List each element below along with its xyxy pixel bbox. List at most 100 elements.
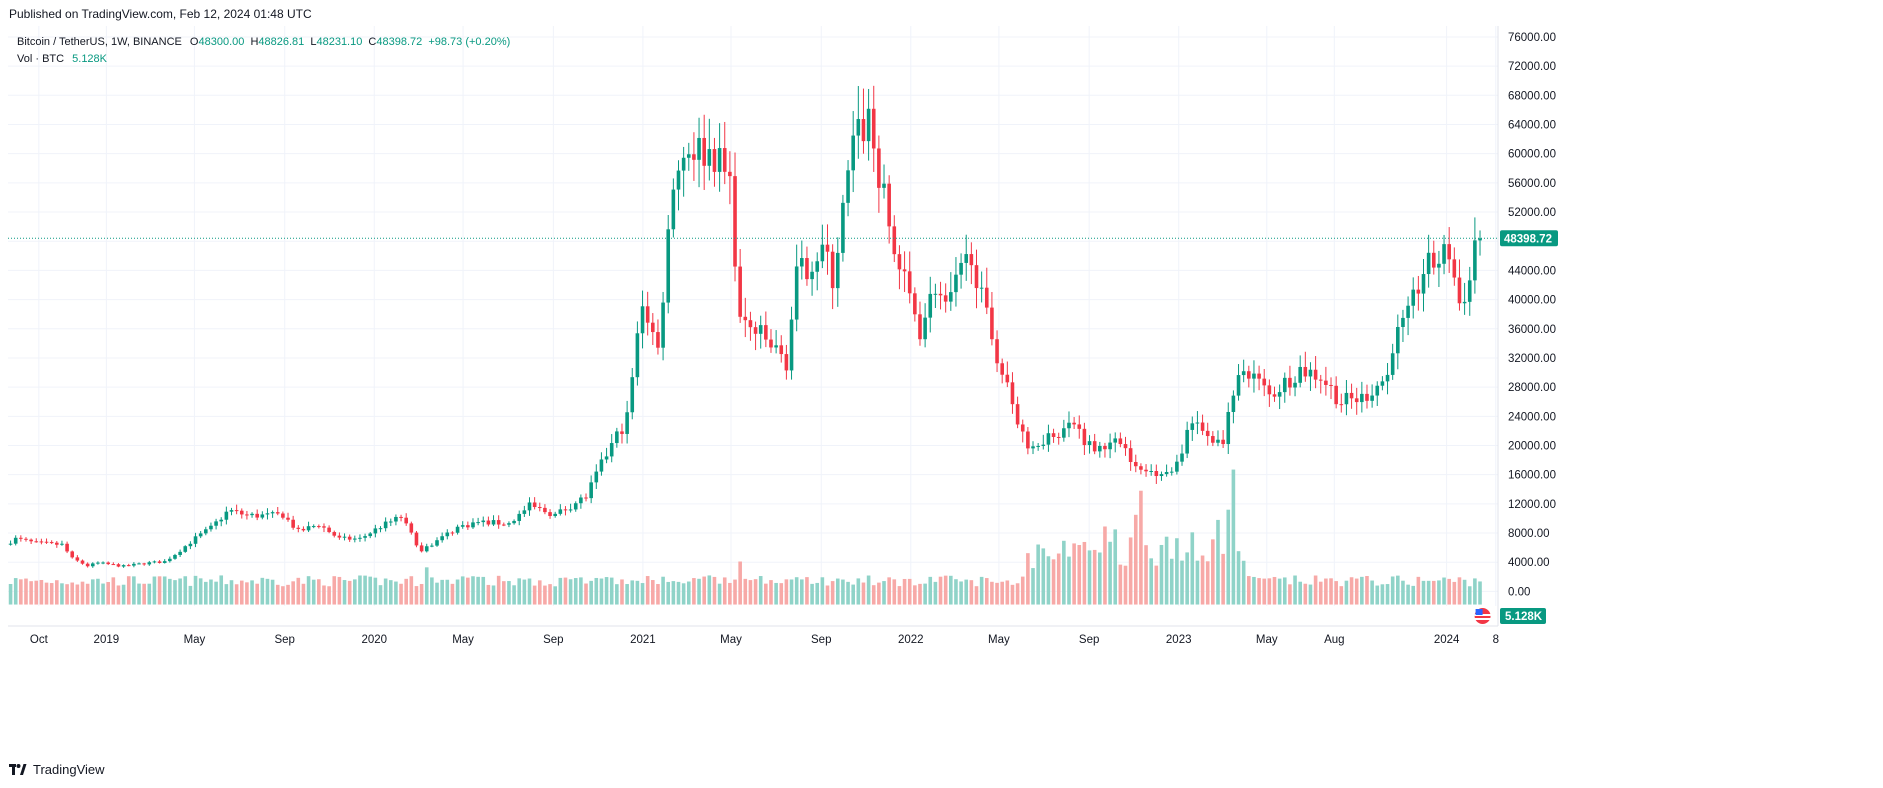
candle-body	[265, 513, 270, 515]
volume-bar	[825, 585, 830, 605]
time-tick-label: May	[184, 634, 206, 646]
volume-bar	[789, 579, 794, 605]
candle-body	[651, 322, 655, 333]
candle-body	[1272, 394, 1277, 397]
volume-bar	[363, 575, 367, 605]
candle-body	[507, 523, 511, 525]
candle-body	[55, 542, 59, 545]
volume-bar	[1020, 576, 1025, 605]
volume-bar	[1406, 584, 1410, 605]
volume-bar	[594, 577, 599, 605]
candle-body	[589, 482, 593, 499]
candle-body	[563, 509, 568, 511]
volume-bar	[995, 582, 999, 605]
volume-bar	[851, 584, 855, 605]
volume-bar	[450, 583, 455, 605]
volume-bar	[486, 584, 491, 605]
open-value: 48300.00	[198, 36, 245, 48]
candle-body	[1128, 448, 1133, 463]
candle-body	[101, 562, 105, 564]
volume-bar	[126, 576, 131, 605]
candle-body	[938, 293, 943, 296]
volume-bar	[239, 580, 244, 605]
volume-bar	[861, 582, 866, 605]
candle-body	[805, 258, 809, 280]
candle-body	[486, 520, 491, 525]
volume-bar	[527, 578, 532, 605]
volume-bar	[902, 578, 907, 605]
volume-bar	[224, 584, 229, 605]
volume-bar	[1360, 576, 1364, 605]
volume-bar	[1452, 581, 1457, 605]
volume-bar	[476, 576, 480, 605]
candle-body	[1416, 289, 1421, 294]
volume-bar	[373, 577, 378, 605]
volume-bar	[738, 561, 742, 605]
volume-bar	[959, 581, 963, 605]
volume-bar	[712, 576, 717, 605]
candle-body	[383, 521, 388, 529]
tradingview-brand[interactable]: TradingView	[9, 762, 105, 777]
volume-bar	[471, 576, 475, 605]
volume-bar	[1005, 580, 1010, 605]
candle-body	[573, 503, 578, 510]
candle-body	[1288, 377, 1292, 388]
volume-bar	[399, 583, 403, 605]
volume-bar	[301, 583, 306, 605]
volume-bar	[697, 578, 701, 605]
volume-bar	[553, 586, 557, 605]
candles	[8, 85, 1482, 568]
candle-body	[1318, 379, 1323, 381]
volume-bar	[984, 578, 989, 605]
volume-bar	[979, 576, 984, 605]
volume-bar	[1457, 577, 1462, 605]
volume-bar	[733, 579, 737, 605]
us-flag-stripe	[1474, 618, 1491, 620]
volume-bar	[1370, 580, 1374, 605]
candle-body	[835, 252, 840, 289]
volume-bar	[265, 578, 270, 605]
candle-body	[1200, 422, 1205, 431]
last-volume-label: 5.128K	[1505, 611, 1543, 623]
volume-bar	[1067, 556, 1071, 605]
volume-bar	[152, 576, 157, 605]
candle-body	[1426, 252, 1431, 275]
candle-body	[368, 533, 373, 537]
volume-bar	[882, 581, 886, 605]
candle-body	[1000, 363, 1004, 375]
candle-body	[1077, 424, 1082, 429]
candle-body	[332, 532, 337, 536]
candle-body	[594, 471, 599, 483]
volume-bar	[1447, 578, 1451, 605]
volume-bar	[209, 579, 213, 605]
volume-bar	[625, 584, 629, 605]
candle-body	[861, 119, 866, 142]
volume-bar	[1288, 584, 1292, 605]
volume-bar	[758, 576, 763, 605]
candle-body	[311, 526, 316, 528]
volume-bar	[49, 583, 54, 605]
candle-body	[1457, 277, 1462, 304]
volume-bar	[1128, 537, 1133, 605]
volume-bar	[548, 584, 552, 605]
close-label: C	[368, 36, 377, 48]
volume-bar	[286, 584, 290, 605]
candle-body	[342, 536, 347, 538]
volume-bar	[1144, 545, 1148, 605]
volume-bar	[188, 585, 193, 605]
candle-body	[491, 520, 496, 525]
volume-bar	[55, 580, 59, 605]
candle-body	[681, 157, 686, 171]
candle-body	[250, 513, 254, 516]
volume-bar	[918, 583, 922, 605]
volume-bar	[1349, 577, 1354, 605]
volume-bar	[306, 576, 311, 605]
candle-body	[856, 119, 861, 136]
candle-body	[193, 536, 198, 544]
published-header: Published on TradingView.com, Feb 12, 20…	[9, 7, 312, 21]
candle-body	[327, 527, 331, 533]
price-axis: 0.00 4000.00 8000.00 12000.00 16000.00 20000.…	[1508, 32, 1556, 598]
candle-body	[1226, 411, 1231, 445]
candle-body	[1159, 474, 1164, 477]
